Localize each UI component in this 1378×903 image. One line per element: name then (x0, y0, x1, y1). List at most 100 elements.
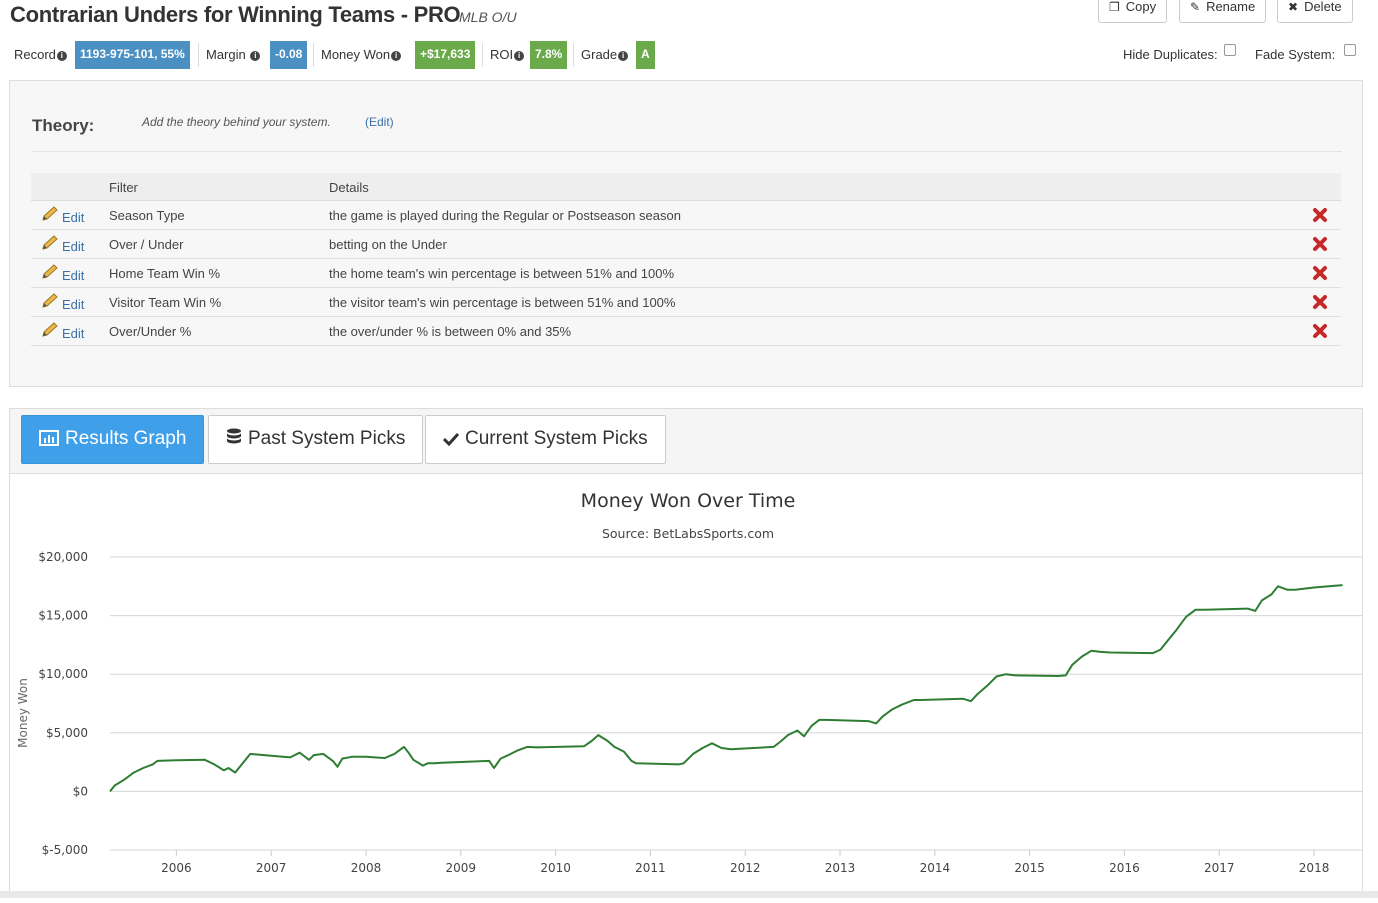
bar-chart-icon (39, 430, 59, 452)
x-tick-label: 2014 (920, 861, 951, 875)
filter-row: Edit Over / Under betting on the Under (31, 230, 1341, 259)
x-tick-label: 2009 (446, 861, 477, 875)
tab-past-system-picks[interactable]: Past System Picks (208, 415, 424, 464)
rename-label: Rename (1206, 0, 1256, 14)
info-icon[interactable]: i (391, 51, 402, 61)
filter-row: Edit Home Team Win % the home team's win p… (31, 259, 1341, 288)
remove-icon (1313, 324, 1327, 338)
margin-label: Margin i (206, 47, 261, 62)
edit-filter-label: Edit (62, 326, 85, 341)
remove-icon (1313, 295, 1327, 309)
x-tick-label: 2008 (351, 861, 382, 875)
hide-duplicates-checkbox[interactable] (1224, 44, 1236, 56)
pencil-icon: ✎ (1190, 0, 1201, 14)
results-panel: Results Graph Past System Picks Current … (9, 408, 1363, 898)
grade-label: Grade i (581, 47, 629, 62)
edit-filter-label: Edit (62, 297, 85, 312)
tab-results-graph-label: Results Graph (65, 428, 187, 449)
remove-filter-button[interactable] (1312, 236, 1328, 252)
system-title: Contrarian Unders for Winning Teams - PR… (10, 2, 461, 27)
tabs-bar: Results Graph Past System Picks Current … (10, 409, 1362, 474)
remove-icon (1313, 266, 1327, 280)
y-axis-label: Money Won (16, 678, 30, 748)
tab-results-graph[interactable]: Results Graph (21, 415, 205, 464)
filter-row: Edit Over/Under % the over/under % is betw… (31, 317, 1341, 346)
tab-current-system-picks[interactable]: Current System Picks (425, 415, 666, 464)
info-icon[interactable]: i (514, 51, 525, 61)
x-tick-label: 2013 (825, 861, 856, 875)
money-won-badge: +$17,633 (415, 41, 476, 69)
filter-details: the over/under % is between 0% and 35% (329, 324, 572, 339)
filter-details: the visitor team's win percentage is bet… (329, 295, 676, 310)
filter-column-header: Filter (109, 180, 138, 195)
record-badge: 1193-975-101, 55% (75, 41, 190, 69)
theory-panel: Theory: Add the theory behind your syste… (9, 80, 1363, 387)
margin-badge: -0.08 (270, 41, 308, 69)
chart-subtitle: Source: BetLabsSports.com (602, 526, 774, 541)
x-tick-label: 2018 (1299, 861, 1330, 875)
filter-row: Edit Season Type the game is played during… (31, 201, 1341, 230)
roi-label: ROI i (490, 47, 525, 62)
details-column-header: Details (329, 180, 369, 195)
filter-name: Over / Under (109, 237, 184, 252)
edit-filter-link[interactable]: Edit (41, 206, 84, 225)
x-tick-label: 2010 (540, 861, 571, 875)
chart-svg: Money Won Over Time Source: BetLabsSport… (16, 490, 1362, 875)
divider (482, 43, 483, 67)
pencil-icon (41, 235, 59, 254)
edit-filter-link[interactable]: Edit (41, 322, 84, 341)
divider (198, 43, 199, 67)
theory-text: Add the theory behind your system. (142, 115, 331, 129)
theory-edit-link[interactable]: (Edit) (365, 115, 394, 129)
database-icon (226, 428, 242, 452)
stats-bar: Record i 1193-975-101, 55% Margin i -0.08… (0, 41, 1378, 71)
y-tick-label: $0 (73, 784, 88, 798)
divider (313, 43, 314, 67)
theory-title: Theory: (32, 116, 95, 135)
y-tick-label: $15,000 (38, 609, 88, 623)
series-line (109, 584, 1343, 793)
info-icon[interactable]: i (250, 51, 261, 61)
grade-badge: A (636, 41, 655, 69)
record-label: Record i (14, 47, 67, 62)
remove-filter-button[interactable] (1312, 323, 1328, 339)
tab-past-system-picks-label: Past System Picks (248, 428, 406, 449)
pencil-icon (41, 264, 59, 283)
fade-system-checkbox[interactable] (1344, 44, 1356, 56)
filter-table: Filter Details Edit Season Type the game i… (31, 173, 1341, 346)
pencil-icon (41, 293, 59, 312)
remove-filter-button[interactable] (1312, 207, 1328, 223)
money-won-label: Money Won i (321, 47, 402, 62)
x-tick-label: 2015 (1014, 861, 1045, 875)
pencil-icon (41, 322, 59, 341)
copy-label: Copy (1125, 0, 1157, 14)
delete-label: Delete (1304, 0, 1342, 14)
copy-button[interactable]: ❐ Copy (1098, 0, 1168, 23)
filter-row: Edit Visitor Team Win % the visitor team's… (31, 288, 1341, 317)
filter-details: the home team's win percentage is betwee… (329, 266, 675, 281)
pencil-icon (41, 206, 59, 225)
bottom-scroll-strip (0, 891, 1378, 898)
delete-button[interactable]: ✖ Delete (1277, 0, 1353, 23)
tab-current-system-picks-label: Current System Picks (465, 428, 648, 449)
x-tick-label: 2017 (1204, 861, 1235, 875)
chart-title: Money Won Over Time (581, 490, 796, 512)
money-won-chart: Money Won Over Time Source: BetLabsSport… (10, 475, 1362, 898)
edit-filter-link[interactable]: Edit (41, 293, 84, 312)
x-tick-label: 2006 (161, 861, 192, 875)
rename-button[interactable]: ✎ Rename (1179, 0, 1267, 23)
checkmark-icon (442, 430, 460, 452)
info-icon[interactable]: i (618, 51, 629, 61)
filter-name: Home Team Win % (109, 266, 221, 281)
x-tick-label: 2007 (256, 861, 287, 875)
filter-name: Visitor Team Win % (109, 295, 222, 310)
remove-filter-button[interactable] (1312, 294, 1328, 310)
info-icon[interactable]: i (56, 51, 67, 61)
roi-badge: 7.8% (530, 41, 568, 69)
system-subtitle: MLB O/U (459, 9, 517, 25)
edit-filter-link[interactable]: Edit (41, 264, 84, 283)
y-tick-label: $-5,000 (42, 843, 88, 857)
x-tick-label: 2011 (635, 861, 666, 875)
remove-filter-button[interactable] (1312, 265, 1328, 281)
edit-filter-link[interactable]: Edit (41, 235, 84, 254)
